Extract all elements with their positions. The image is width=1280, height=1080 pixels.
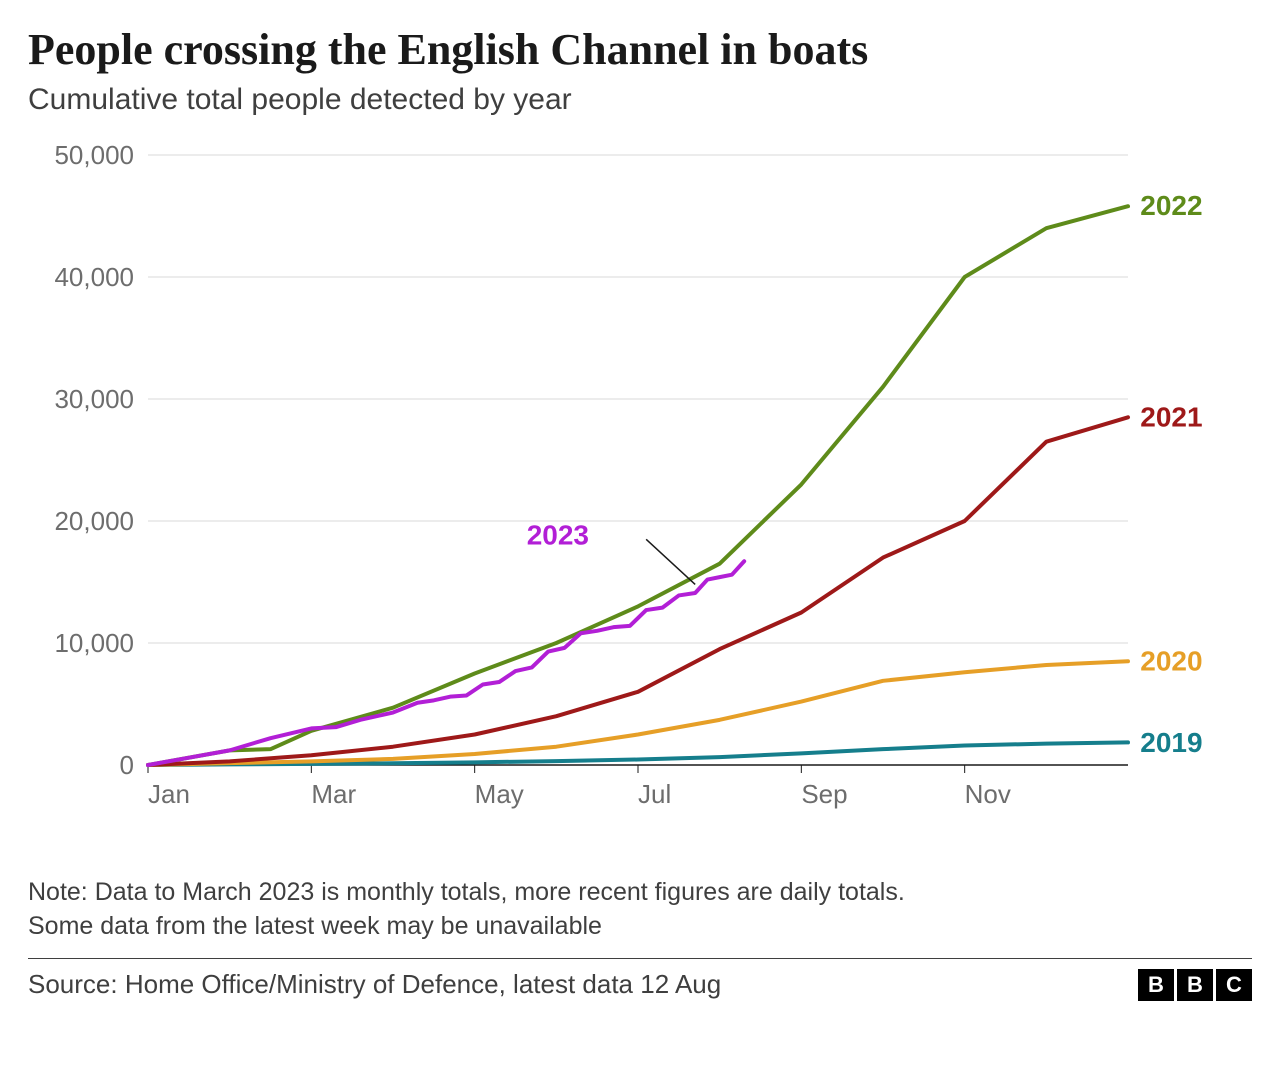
x-axis-label: Nov [965, 779, 1011, 809]
y-axis-label: 30,000 [54, 384, 134, 414]
note-line-1: Note: Data to March 2023 is monthly tota… [28, 876, 1252, 910]
series-line-2023 [148, 561, 744, 765]
series-line-2022 [148, 206, 1128, 765]
y-axis-label: 40,000 [54, 262, 134, 292]
series-label-2021: 2021 [1140, 401, 1202, 432]
chart-subtitle: Cumulative total people detected by year [28, 83, 1252, 117]
series-line-2021 [148, 417, 1128, 765]
y-axis-label: 0 [120, 750, 134, 780]
chart-footer: Source: Home Office/Ministry of Defence,… [28, 958, 1252, 1001]
x-axis-label: May [475, 779, 524, 809]
series-label-2019: 2019 [1140, 727, 1202, 758]
series-label-2020: 2020 [1140, 645, 1202, 676]
bbc-logo-letter: B [1177, 969, 1213, 1001]
series-label-2023: 2023 [527, 520, 589, 551]
y-axis-label: 20,000 [54, 506, 134, 536]
chart-svg: 0 10,000 20,000 30,000 40,000 50,000 Jan Mar May… [28, 145, 1228, 845]
callout-line-2023 [646, 539, 695, 584]
chart-title: People crossing the English Channel in b… [28, 24, 1252, 75]
note-line-2: Some data from the latest week may be un… [28, 910, 1252, 944]
y-axis-label: 50,000 [54, 145, 134, 170]
chart-note: Note: Data to March 2023 is monthly tota… [28, 876, 1252, 944]
series-line-2020 [148, 661, 1128, 765]
bbc-logo-letter: C [1216, 969, 1252, 1001]
x-axis-label: Mar [311, 779, 356, 809]
x-axis-label: Jan [148, 779, 190, 809]
x-axis-label: Sep [801, 779, 847, 809]
x-axis-label: Jul [638, 779, 671, 809]
line-chart: 0 10,000 20,000 30,000 40,000 50,000 Jan Mar May… [28, 145, 1252, 850]
source-text: Source: Home Office/Ministry of Defence,… [28, 969, 721, 1000]
bbc-logo: B B C [1138, 969, 1252, 1001]
series-label-2022: 2022 [1140, 190, 1202, 221]
bbc-logo-letter: B [1138, 969, 1174, 1001]
y-axis-label: 10,000 [54, 628, 134, 658]
